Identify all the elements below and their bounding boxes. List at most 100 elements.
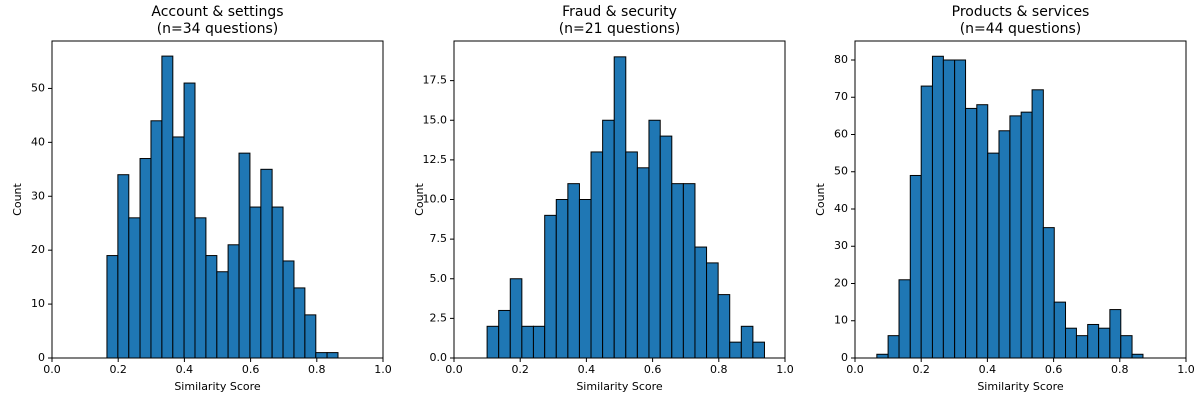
bar [636,167,650,359]
bar [128,217,141,359]
x-tick-label: 1.0 [776,363,794,376]
bar [717,294,731,359]
bar [205,255,218,359]
y-tick-label: 70 [834,90,848,103]
y-tick-label: 30 [31,189,45,202]
x-tick-label: 0.0 [846,363,864,376]
bar [509,278,523,359]
bar [648,119,661,359]
bar [1031,89,1044,359]
bar [532,325,546,359]
y-tick-label: 80 [834,53,848,66]
bar [987,152,1000,359]
y-tick-label: 60 [834,127,848,140]
x-tick-label: 0.2 [109,363,127,376]
x-tick-label: 0.6 [1045,363,1063,376]
bar [942,59,956,359]
chart-subtitle: (n=21 questions) [559,21,681,37]
bar [898,279,911,359]
x-tick-label: 0.2 [511,363,529,376]
bar [521,325,534,359]
y-tick-label: 50 [31,81,45,94]
bar [183,82,196,359]
bar [729,341,742,359]
y-tick-label: 7.5 [430,232,448,245]
bar [740,325,754,359]
axes-frame [51,40,384,359]
bar [1053,301,1067,359]
y-axis-label: Count [11,182,24,215]
x-axis-label: Similarity Score [174,380,261,393]
y-tick-label: 40 [834,202,848,215]
bar [216,271,229,359]
bar [486,325,500,359]
bar [161,55,174,359]
x-tick-label: 1.0 [1177,363,1195,376]
chart-subtitle: (n=34 questions) [157,21,279,37]
bar [1009,115,1022,359]
bar [659,135,673,359]
x-tick-label: 0.6 [242,363,260,376]
y-tick-label: 15.0 [423,113,448,126]
bar [304,314,317,359]
x-axis-label: Similarity Score [576,380,663,393]
bar [1087,323,1100,359]
x-tick-label: 0.2 [912,363,930,376]
y-tick-label: 10 [834,314,848,327]
bar [1020,111,1033,359]
bar [1120,335,1133,359]
y-tick-label: 2.5 [430,311,448,324]
chart-title: Account & settings [151,4,283,20]
bar [887,335,900,359]
y-tick-label: 50 [834,165,848,178]
bar [976,104,989,359]
bar [998,130,1011,359]
bar [498,309,511,359]
x-tick-label: 0.0 [43,363,61,376]
bar [194,217,207,359]
bar [909,174,922,359]
bar [1109,309,1122,359]
x-tick-label: 1.0 [374,363,392,376]
x-tick-label: 0.8 [710,363,728,376]
bar [954,59,967,359]
x-tick-label: 0.0 [445,363,463,376]
bar [238,152,251,359]
y-tick-label: 12.5 [423,153,448,166]
x-tick-label: 0.6 [644,363,662,376]
y-tick-label: 30 [834,239,848,252]
bar [227,244,240,359]
bar [1098,327,1111,359]
bar [694,246,708,359]
bar [282,260,295,359]
bar [625,151,638,359]
chart-title: Products & services [952,4,1090,20]
bar [682,183,696,359]
y-tick-label: 40 [31,135,45,148]
y-tick-label: 5.0 [430,272,448,285]
bar [706,262,719,359]
bar [150,120,163,359]
x-tick-label: 0.4 [578,363,596,376]
bar [326,352,339,359]
bar [876,353,889,359]
bar [271,206,284,359]
bar [117,174,130,359]
x-tick-label: 0.4 [176,363,194,376]
y-tick-label: 10.0 [423,193,448,206]
y-tick-label: 0.0 [430,351,448,364]
bar [106,255,119,359]
bar [613,56,627,359]
bar [544,214,557,359]
chart-subtitle: (n=44 questions) [960,21,1082,37]
x-tick-label: 0.4 [979,363,997,376]
y-tick-label: 10 [31,297,45,310]
y-axis-label: Count [814,182,827,215]
y-tick-label: 17.5 [423,74,448,87]
bar [590,151,604,359]
y-axis-label: Count [413,182,426,215]
bar [752,341,765,359]
x-tick-label: 0.8 [308,363,326,376]
bar [1065,327,1077,359]
y-tick-label: 0 [38,351,45,364]
